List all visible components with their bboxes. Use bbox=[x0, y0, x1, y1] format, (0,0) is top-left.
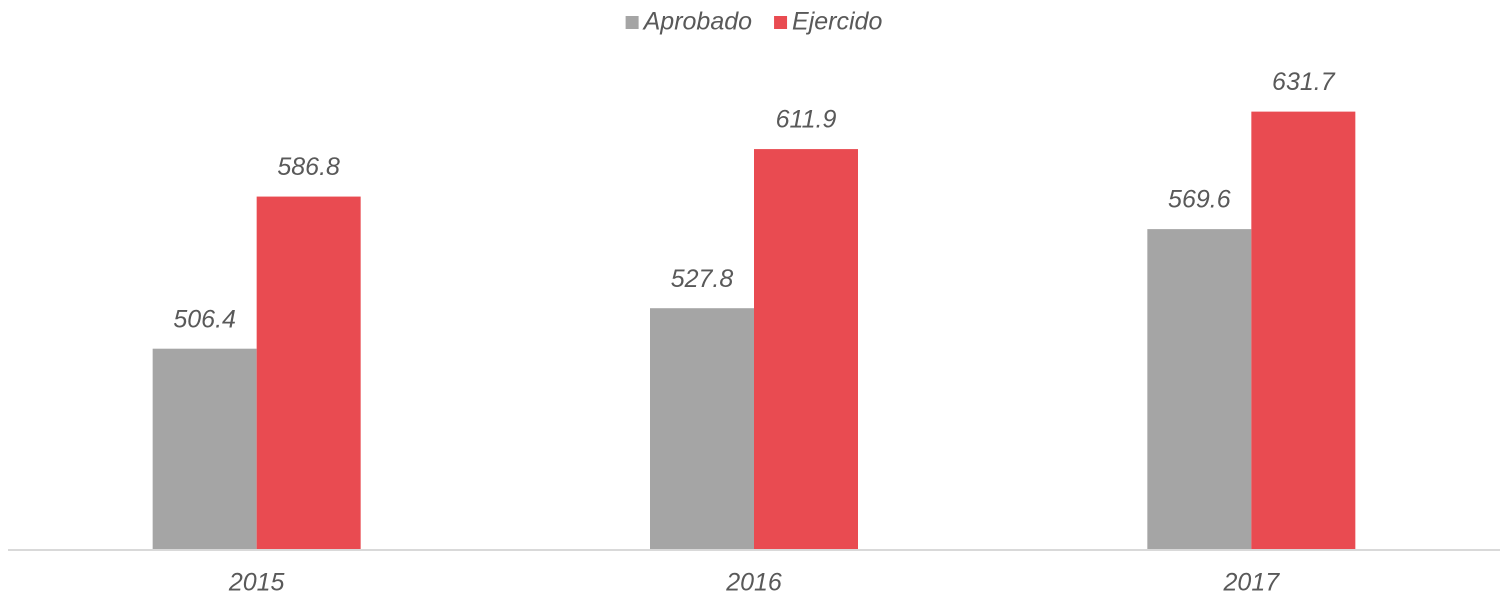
bar bbox=[754, 149, 858, 550]
bar bbox=[256, 196, 361, 550]
bar bbox=[1147, 229, 1252, 550]
value-label: 506.4 bbox=[173, 305, 236, 333]
legend-label: Aprobado bbox=[642, 8, 753, 36]
x-tick-label: 2016 bbox=[725, 569, 782, 597]
value-label: 527.8 bbox=[671, 265, 734, 293]
x-tick-label: 2015 bbox=[228, 569, 285, 597]
value-label: 631.7 bbox=[1272, 68, 1336, 96]
x-tick-label: 2017 bbox=[1223, 569, 1281, 597]
value-label: 569.6 bbox=[1168, 186, 1231, 214]
legend-label: Ejercido bbox=[792, 8, 882, 36]
bar bbox=[650, 308, 754, 550]
legend-swatch bbox=[625, 16, 639, 29]
bar bbox=[1251, 111, 1356, 550]
value-label: 586.8 bbox=[277, 153, 340, 181]
value-label: 611.9 bbox=[776, 106, 837, 134]
legend-swatch bbox=[774, 16, 788, 29]
bar bbox=[152, 348, 257, 550]
